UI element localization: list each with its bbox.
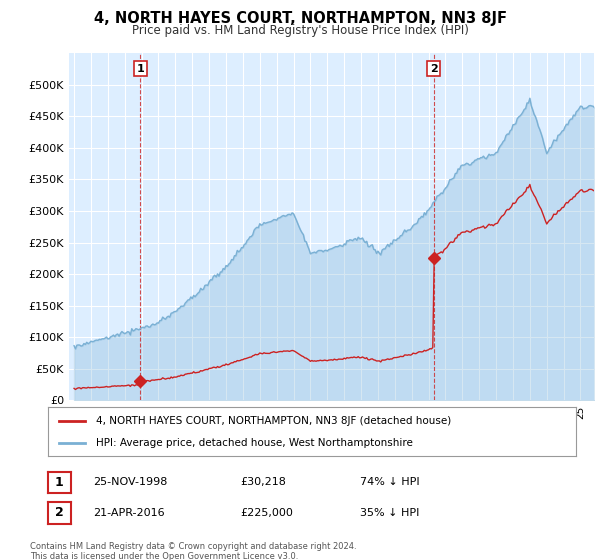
Text: 2: 2: [430, 64, 437, 73]
Text: 1: 1: [55, 475, 64, 489]
Text: Contains HM Land Registry data © Crown copyright and database right 2024.
This d: Contains HM Land Registry data © Crown c…: [30, 542, 356, 560]
Text: Price paid vs. HM Land Registry's House Price Index (HPI): Price paid vs. HM Land Registry's House …: [131, 24, 469, 36]
Text: 4, NORTH HAYES COURT, NORTHAMPTON, NN3 8JF (detached house): 4, NORTH HAYES COURT, NORTHAMPTON, NN3 8…: [95, 416, 451, 426]
Text: 2: 2: [55, 506, 64, 520]
Text: 35% ↓ HPI: 35% ↓ HPI: [360, 508, 419, 518]
Text: 4, NORTH HAYES COURT, NORTHAMPTON, NN3 8JF: 4, NORTH HAYES COURT, NORTHAMPTON, NN3 8…: [94, 11, 506, 26]
Text: 1: 1: [136, 64, 144, 73]
Text: 21-APR-2016: 21-APR-2016: [93, 508, 164, 518]
Text: 74% ↓ HPI: 74% ↓ HPI: [360, 477, 419, 487]
Text: £225,000: £225,000: [240, 508, 293, 518]
Text: 25-NOV-1998: 25-NOV-1998: [93, 477, 167, 487]
Text: HPI: Average price, detached house, West Northamptonshire: HPI: Average price, detached house, West…: [95, 437, 412, 447]
Text: £30,218: £30,218: [240, 477, 286, 487]
